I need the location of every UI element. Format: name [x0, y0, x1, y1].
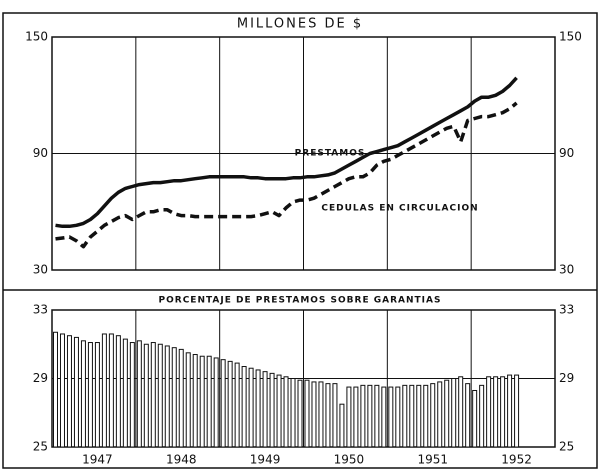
bar [374, 384, 380, 448]
bar [430, 383, 436, 448]
bar [297, 379, 303, 448]
y-tick-label: 33 [33, 303, 48, 317]
y-tick-label: 150 [559, 30, 582, 44]
bar [52, 331, 58, 448]
bar [80, 340, 86, 448]
bar [66, 335, 72, 448]
bar [136, 340, 142, 448]
y-tick-label: 25 [559, 440, 574, 454]
x-tick-label: 1952 [501, 453, 532, 467]
bar [108, 333, 114, 448]
bar [437, 381, 443, 448]
bar [262, 371, 268, 448]
bar [87, 342, 93, 448]
y-tick-label: 25 [33, 440, 48, 454]
bar [164, 345, 170, 448]
bar [143, 343, 149, 448]
bar [290, 378, 296, 448]
bar [332, 383, 338, 448]
bar [416, 384, 422, 448]
x-tick-label: 1951 [417, 453, 448, 467]
bar [311, 381, 317, 448]
bar [444, 379, 450, 448]
bar [514, 374, 520, 448]
bar [423, 384, 429, 448]
series-label: PRESTAMOS [295, 149, 366, 159]
bar [318, 381, 324, 448]
bar [451, 378, 457, 448]
series-label: CEDULAS EN CIRCULACION [321, 204, 478, 214]
y-tick-label: 33 [559, 303, 574, 317]
bar [346, 386, 352, 448]
bar [269, 372, 275, 448]
bar [276, 374, 282, 448]
bar [234, 362, 240, 448]
bar [395, 386, 401, 448]
bar [388, 386, 394, 448]
y-tick-label: 90 [33, 146, 48, 160]
x-tick-label: 1947 [82, 453, 113, 467]
bar [472, 389, 478, 448]
bar [325, 383, 331, 448]
x-tick-label: 1948 [166, 453, 197, 467]
bar [409, 384, 415, 448]
bar [353, 386, 359, 448]
bar [122, 338, 128, 448]
frame [2, 12, 598, 469]
bar [248, 367, 254, 448]
bar [73, 336, 79, 448]
bar [402, 384, 408, 448]
chart-title: MILLONES DE $ [237, 17, 363, 32]
bar [101, 333, 107, 448]
bar [178, 348, 184, 448]
bar [360, 384, 366, 448]
bar [192, 354, 198, 448]
chart-title: PORCENTAJE DE PRESTAMOS SOBRE GARANTIAS [159, 296, 442, 306]
bar [255, 369, 261, 448]
bar [171, 347, 177, 448]
x-tick-label: 1949 [250, 453, 281, 467]
bar [129, 342, 135, 448]
bar [381, 386, 387, 448]
bar [367, 384, 373, 448]
bar [185, 352, 191, 448]
bar [458, 376, 464, 448]
bar [59, 333, 65, 448]
bar [339, 403, 345, 448]
y-tick-label: 90 [559, 146, 574, 160]
bar [227, 360, 233, 448]
bar [493, 376, 499, 448]
bar [220, 359, 226, 448]
bar [206, 355, 212, 448]
y-tick-label: 30 [559, 263, 574, 277]
bar [157, 343, 163, 448]
bar [213, 357, 219, 448]
bar [507, 374, 513, 448]
bar [283, 376, 289, 448]
y-tick-label: 150 [25, 30, 48, 44]
bar [465, 383, 471, 448]
x-tick-label: 1950 [334, 453, 365, 467]
bar [500, 376, 506, 448]
line [55, 76, 518, 229]
y-tick-label: 30 [33, 263, 48, 277]
bar [199, 355, 205, 448]
bar [150, 342, 156, 448]
bar [241, 366, 247, 448]
y-tick-label: 29 [559, 371, 574, 385]
bar [94, 342, 100, 448]
y-tick-label: 29 [33, 371, 48, 385]
line [55, 101, 518, 249]
bar [304, 379, 310, 448]
bar [115, 335, 121, 448]
bar [479, 384, 485, 448]
bar [486, 376, 492, 448]
